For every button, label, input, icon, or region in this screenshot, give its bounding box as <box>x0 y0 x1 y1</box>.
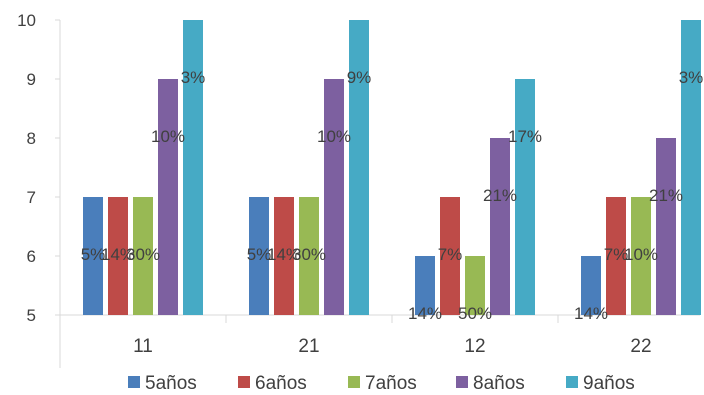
bar <box>158 79 178 315</box>
bar <box>415 256 435 315</box>
category-label: 12 <box>464 336 485 357</box>
bar <box>299 197 319 315</box>
data-label: 10% <box>624 245 658 264</box>
legend: 5años 6años 7años 8años 9años <box>128 373 635 394</box>
data-label: 14% <box>408 304 442 323</box>
data-label: 5% <box>81 245 106 264</box>
data-label: 7% <box>604 245 629 264</box>
legend-swatch <box>128 376 140 388</box>
bar <box>108 197 128 315</box>
y-tick-label: 7 <box>27 188 36 207</box>
data-label: 50% <box>458 304 492 323</box>
legend-label: 6años <box>255 373 307 394</box>
legend-label: 8años <box>473 373 525 394</box>
legend-swatch <box>238 376 250 388</box>
bar <box>490 138 510 315</box>
bars <box>83 20 701 315</box>
data-label: 9% <box>347 68 372 87</box>
bar <box>349 20 369 315</box>
legend-swatch <box>456 376 468 388</box>
bar <box>183 20 203 315</box>
bar <box>83 197 103 315</box>
legend-label: 9años <box>583 373 635 394</box>
bar <box>606 197 626 315</box>
bar <box>324 79 344 315</box>
category-labels: 11 21 12 22 <box>133 336 651 357</box>
legend-label: 7años <box>365 373 417 394</box>
data-label: 3% <box>181 68 206 87</box>
y-tick-labels: 5 6 7 8 9 10 <box>17 11 36 325</box>
bar <box>440 197 460 315</box>
data-label: 21% <box>483 186 517 205</box>
y-tick-label: 10 <box>17 11 36 30</box>
bar <box>631 197 651 315</box>
y-tick-label: 6 <box>27 247 36 266</box>
data-label: 7% <box>438 245 463 264</box>
category-label: 21 <box>298 336 319 357</box>
bar <box>465 256 485 315</box>
legend-swatch <box>566 376 578 388</box>
data-labels: 5%14%30%10%3%5%14%30%10%9%14%7%50%21%17%… <box>81 68 704 323</box>
y-tick-label: 8 <box>27 129 36 148</box>
data-label: 14% <box>101 245 135 264</box>
data-label: 30% <box>292 245 326 264</box>
data-label: 14% <box>267 245 301 264</box>
data-label: 30% <box>126 245 160 264</box>
data-label: 17% <box>508 127 542 146</box>
data-label: 14% <box>574 304 608 323</box>
bar <box>681 20 701 315</box>
y-tick-label: 9 <box>27 70 36 89</box>
legend-swatch <box>348 376 360 388</box>
bar <box>656 138 676 315</box>
data-label: 10% <box>151 127 185 146</box>
data-label: 21% <box>649 186 683 205</box>
legend-label: 5años <box>145 373 197 394</box>
bar <box>581 256 601 315</box>
bar <box>133 197 153 315</box>
bar <box>515 79 535 315</box>
data-label: 5% <box>247 245 272 264</box>
bar <box>274 197 294 315</box>
y-tick-label: 5 <box>27 306 36 325</box>
data-label: 3% <box>679 68 704 87</box>
category-label: 11 <box>133 336 153 357</box>
bar <box>249 197 269 315</box>
data-label: 10% <box>317 127 351 146</box>
category-label: 22 <box>630 336 651 357</box>
